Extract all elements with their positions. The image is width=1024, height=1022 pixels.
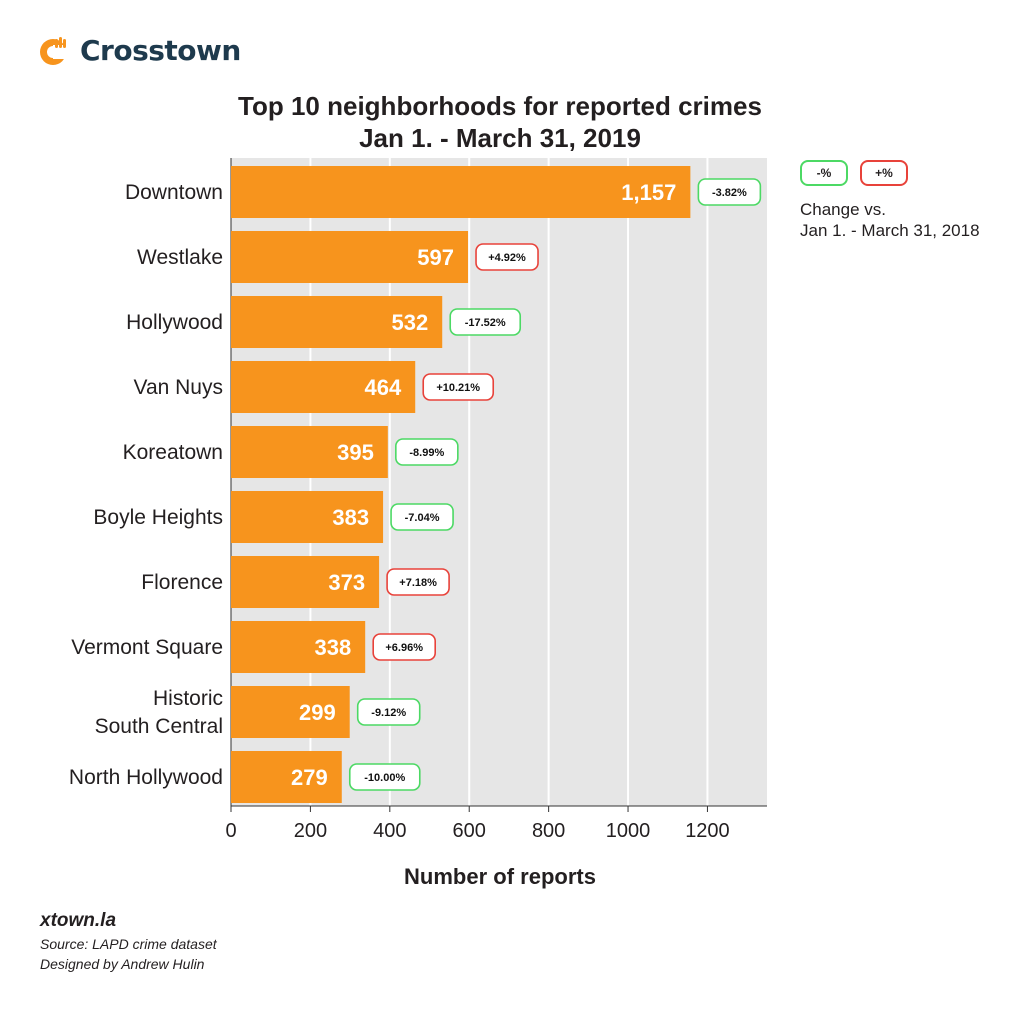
bar bbox=[231, 491, 384, 543]
bar bbox=[231, 426, 388, 478]
change-badge bbox=[449, 308, 522, 336]
bar bbox=[231, 296, 443, 348]
change-badge-label: +4.92% bbox=[488, 252, 526, 264]
change-badge bbox=[386, 568, 450, 596]
x-axis-label: Number of reports bbox=[404, 864, 596, 889]
category-label: Downtown bbox=[125, 181, 223, 204]
change-badge-label: -8.99% bbox=[409, 447, 444, 459]
bar bbox=[231, 686, 350, 738]
change-badge bbox=[390, 503, 454, 531]
bar-value-label: 532 bbox=[392, 310, 429, 335]
bar-value-label: 1,157 bbox=[621, 180, 676, 205]
change-badge-label: -7.04% bbox=[405, 512, 440, 524]
x-tick-label: 600 bbox=[453, 820, 486, 842]
category-label: Van Nuys bbox=[134, 376, 224, 399]
category-label: Boyle Heights bbox=[93, 506, 223, 529]
change-badge bbox=[422, 373, 495, 401]
crosstown-logo-icon bbox=[40, 37, 68, 65]
bar-value-label: 383 bbox=[332, 505, 369, 530]
change-badge-label: -17.52% bbox=[465, 317, 506, 329]
brand-logo[interactable]: Crosstown bbox=[38, 30, 241, 70]
change-badge-label: +10.21% bbox=[436, 382, 480, 394]
bar bbox=[231, 166, 691, 218]
bar bbox=[231, 621, 366, 673]
footer-site: xtown.la bbox=[40, 910, 117, 931]
category-label: Historic bbox=[153, 687, 223, 710]
bar-value-label: 338 bbox=[314, 635, 351, 660]
category-label: Florence bbox=[141, 571, 223, 594]
bar-value-label: 373 bbox=[328, 570, 365, 595]
bar bbox=[231, 361, 416, 413]
x-tick-label: 0 bbox=[225, 820, 236, 842]
change-badge bbox=[395, 438, 459, 466]
bar-value-label: 464 bbox=[365, 375, 402, 400]
chart-title-line2: Jan 1. - March 31, 2019 bbox=[359, 123, 641, 153]
x-tick-label: 400 bbox=[373, 820, 406, 842]
legend-decrease-swatch: -% bbox=[800, 160, 848, 186]
bar-value-label: 299 bbox=[299, 700, 336, 725]
bar bbox=[231, 231, 469, 283]
x-tick-label: 1200 bbox=[685, 820, 730, 842]
chart-title-line1: Top 10 neighborhoods for reported crimes bbox=[238, 91, 762, 121]
category-label: Hollywood bbox=[126, 311, 223, 334]
category-label: Westlake bbox=[137, 246, 223, 269]
change-badge-label: -9.12% bbox=[371, 707, 406, 719]
x-tick-label: 1000 bbox=[606, 820, 651, 842]
category-label: Koreatown bbox=[123, 441, 223, 464]
change-badge bbox=[697, 178, 762, 206]
change-badge-label: -10.00% bbox=[364, 772, 405, 784]
change-badge-label: -3.82% bbox=[712, 187, 747, 199]
bar-value-label: 279 bbox=[291, 765, 328, 790]
change-badge bbox=[348, 763, 421, 791]
change-badge-label: +7.18% bbox=[399, 577, 437, 589]
bar-value-label: 395 bbox=[337, 440, 374, 465]
footer-credit: Designed by Andrew Hulin bbox=[40, 956, 205, 972]
category-label: North Hollywood bbox=[69, 766, 223, 789]
category-label: South Central bbox=[95, 715, 223, 738]
legend-caption-line2: Jan 1. - March 31, 2018 bbox=[800, 221, 980, 240]
bar-value-label: 597 bbox=[417, 245, 454, 270]
legend-increase-swatch: +% bbox=[860, 160, 908, 186]
change-badge bbox=[372, 633, 436, 661]
bar bbox=[231, 751, 342, 803]
x-tick-label: 200 bbox=[294, 820, 327, 842]
bar bbox=[231, 556, 380, 608]
brand-name: Crosstown bbox=[80, 33, 241, 67]
change-badge bbox=[356, 698, 421, 726]
change-badge bbox=[475, 243, 539, 271]
change-badge-label: +6.96% bbox=[385, 642, 423, 654]
legend-caption-line1: Change vs. bbox=[800, 200, 886, 219]
category-label: Vermont Square bbox=[71, 636, 223, 659]
footer-source: Source: LAPD crime dataset bbox=[40, 936, 217, 952]
x-tick-label: 800 bbox=[532, 820, 565, 842]
